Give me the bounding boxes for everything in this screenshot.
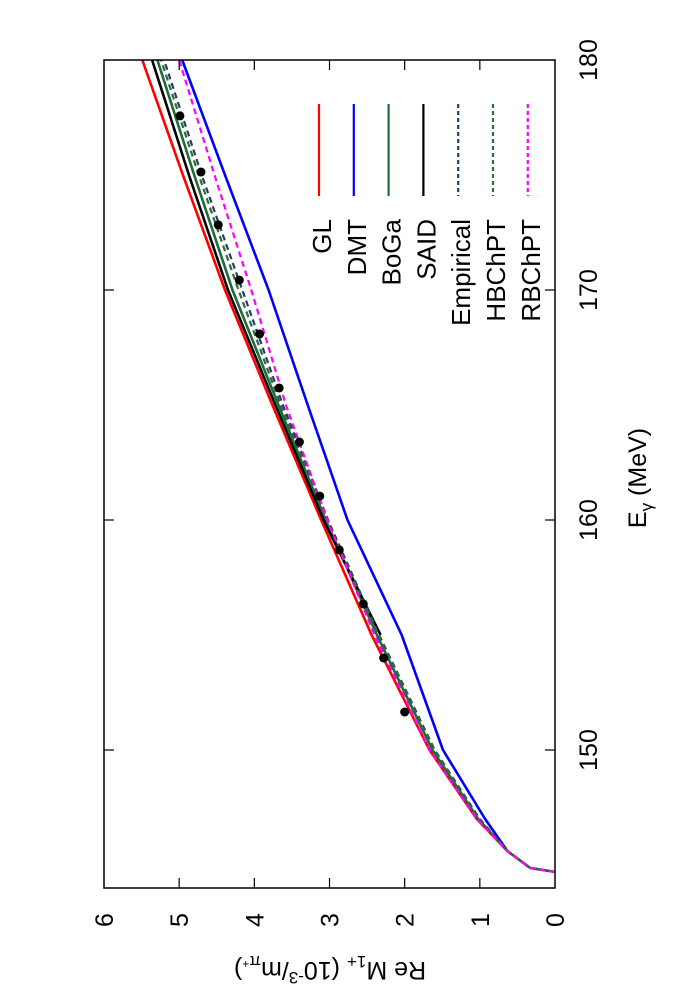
legend-item-dmt: DMT	[342, 104, 372, 275]
legend-label: DMT	[342, 219, 372, 275]
y-tick-label: 3	[317, 913, 345, 927]
series-line-boga	[156, 59, 556, 874]
y-tick-label: 6	[91, 913, 119, 927]
x-tick-label: 160	[575, 499, 603, 541]
data-point	[400, 707, 410, 717]
y-tick-label: 4	[241, 913, 269, 927]
legend-item-rbchpt: RBChPT	[516, 104, 546, 322]
data-point	[255, 329, 265, 339]
data-point	[175, 111, 185, 121]
series-line-said	[150, 59, 382, 636]
data-point	[334, 545, 344, 555]
legend-label: RBChPT	[516, 219, 546, 322]
curves-layer	[141, 59, 556, 874]
legend-item-empirical: Empirical	[446, 104, 476, 326]
data-point	[213, 220, 223, 230]
data-point	[358, 599, 368, 609]
series-line-dmt	[180, 59, 509, 852]
x-tick-label: 180	[575, 39, 603, 81]
legend: GL DMT BoGa SAID Empirical HBChPT RBChPT	[307, 104, 546, 326]
x-tick-label: 150	[575, 729, 603, 771]
legend-item-boga: BoGa	[377, 104, 407, 286]
legend-item-said: SAID	[411, 104, 441, 280]
y-tick-label: 2	[392, 913, 420, 927]
legend-item-gl: GL	[307, 104, 337, 254]
x-tick-label: 170	[575, 269, 603, 311]
legend-label: SAID	[411, 219, 441, 280]
data-point	[196, 167, 206, 177]
x-axis-title: Eγ (MeV)	[624, 428, 656, 528]
data-points-layer	[175, 111, 410, 717]
data-point	[234, 275, 244, 285]
legend-label: GL	[307, 219, 337, 254]
series-line-empirical	[163, 59, 556, 873]
data-point	[294, 437, 304, 447]
data-point	[379, 653, 389, 663]
legend-label: HBChPT	[481, 219, 511, 322]
legend-label: Empirical	[446, 219, 476, 326]
legend-label: BoGa	[377, 218, 407, 285]
ticks-layer: 0 1 2 3 4 5 6 150 160 170 180	[91, 39, 603, 927]
y-tick-label: 0	[542, 913, 570, 927]
plot-frame	[103, 59, 556, 889]
y-tick-label: 1	[467, 913, 495, 927]
y-axis-title: Re M1+ (10-3/mπ+)	[234, 952, 426, 987]
data-point	[274, 383, 284, 393]
legend-item-hbchpt: HBChPT	[481, 104, 511, 322]
data-point	[315, 491, 325, 501]
series-line-rbchpt	[178, 59, 556, 873]
series-line-hbchpt	[160, 59, 556, 873]
y-tick-label: 5	[166, 913, 194, 927]
